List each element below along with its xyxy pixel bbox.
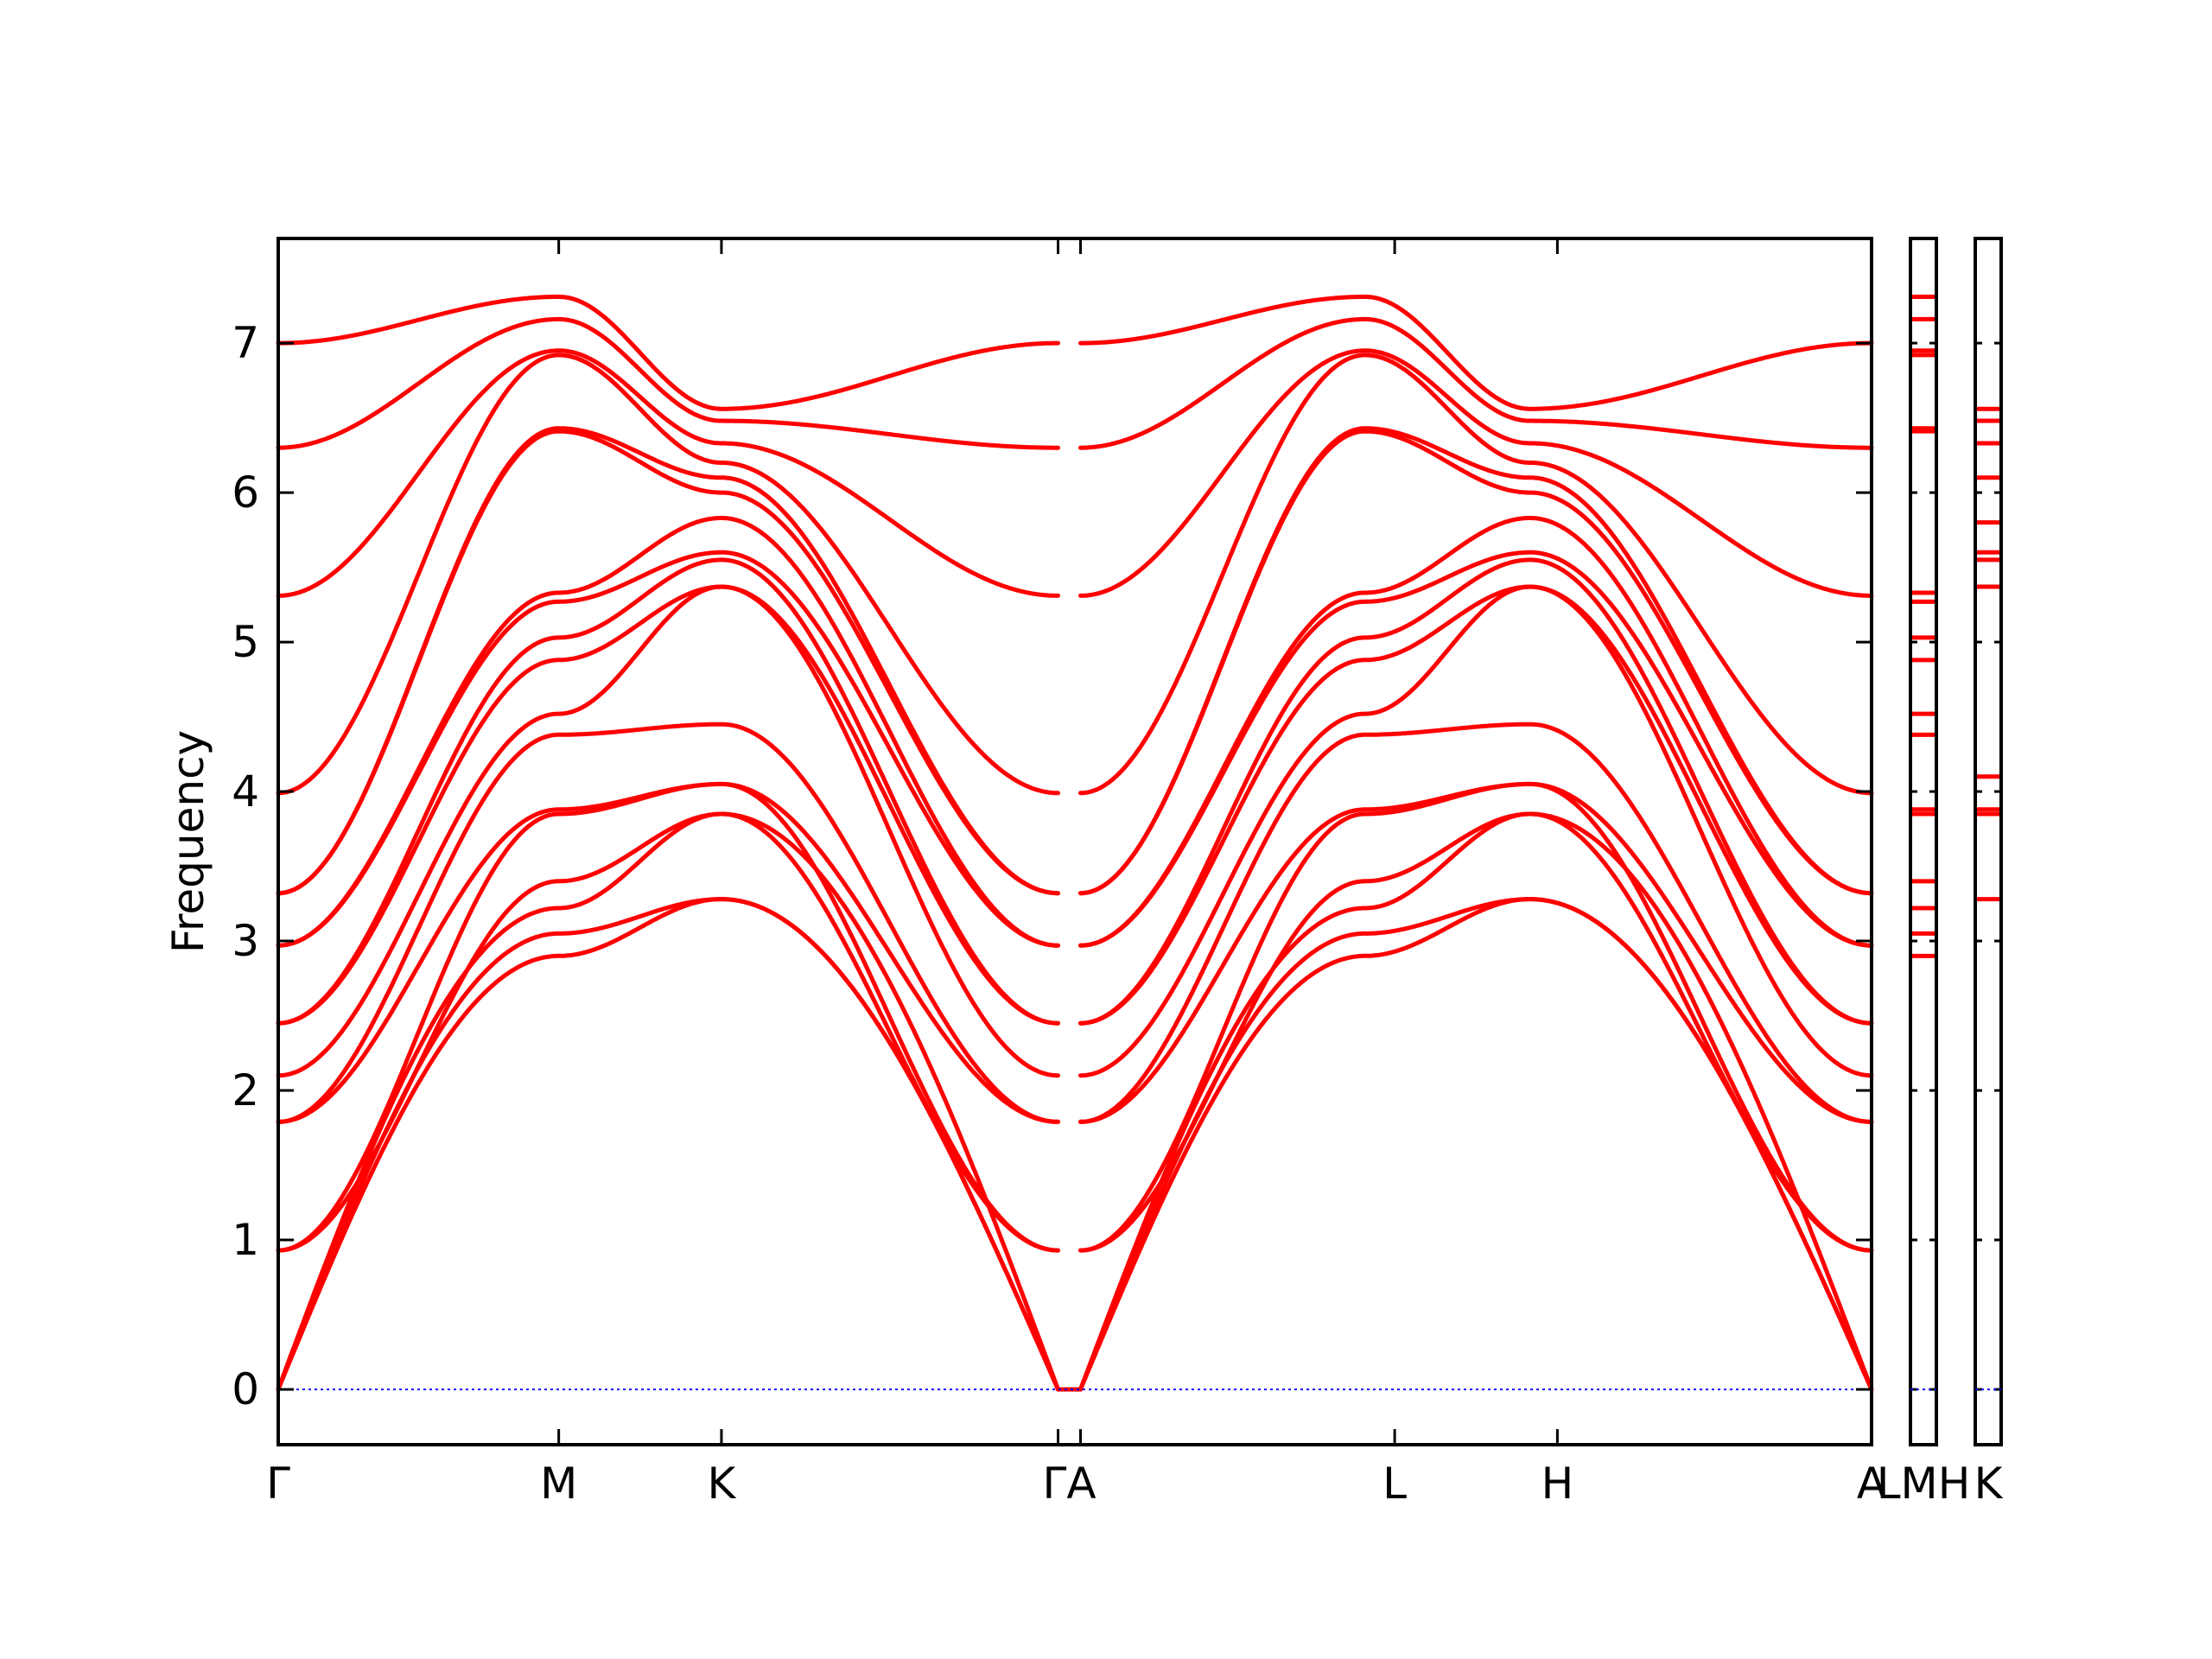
dos-panel-2-frame — [1974, 237, 2003, 1446]
band-13-segment-2 — [1078, 429, 1874, 896]
dos-panels-layer — [1910, 294, 2001, 1390]
x-tick-label-4: ΓA — [1042, 1459, 1096, 1509]
band-17-segment-2 — [1078, 316, 1874, 450]
x-tick-label-5: L — [1382, 1459, 1407, 1509]
band-10-segment-1 — [276, 557, 1060, 1026]
band-16-segment-1 — [276, 348, 1060, 598]
band-17-segment-1 — [276, 316, 1060, 450]
band-15-segment-2 — [1078, 353, 1874, 796]
dos-panel-1-label: LMH — [1877, 1459, 1971, 1509]
band-13-segment-1 — [276, 429, 1060, 896]
band-15-segment-1 — [276, 353, 1060, 796]
band-14-segment-2 — [1078, 426, 1874, 896]
band-18-segment-2 — [1078, 295, 1874, 411]
y-axis-label-group: Frequency — [163, 730, 213, 953]
band-12-segment-2 — [1078, 516, 1874, 948]
y-tick-label-2: 2 — [232, 1065, 259, 1116]
band-12-segment-1 — [276, 516, 1060, 948]
y-tick-label-5: 5 — [232, 617, 259, 667]
band-3-segment-1 — [276, 811, 1060, 1392]
x-tick-label-6: H — [1541, 1459, 1574, 1509]
band-4-segment-1 — [276, 811, 1060, 1253]
band-9-segment-2 — [1078, 584, 1874, 1026]
dos-panel-2-label: K — [1974, 1459, 2004, 1509]
main-plot-frame — [276, 237, 1873, 1446]
band-7-segment-1 — [276, 721, 1060, 1124]
band-8-segment-2 — [1078, 584, 1874, 1078]
band-10-segment-2 — [1078, 557, 1874, 1026]
band-1-segment-1 — [276, 897, 1060, 1392]
x-tick-label-7: A — [1857, 1459, 1886, 1509]
band-2-segment-1 — [276, 897, 1060, 1392]
band-3-segment-2 — [1078, 811, 1874, 1392]
frames-layer — [276, 237, 2003, 1446]
band-18-segment-1 — [276, 295, 1060, 411]
y-tick-label-1: 1 — [232, 1215, 259, 1265]
band-2-segment-2 — [1078, 897, 1874, 1392]
band-8-segment-1 — [276, 584, 1060, 1078]
band-1-segment-2 — [1078, 897, 1874, 1392]
bands-layer — [276, 295, 1874, 1392]
y-tick-label-6: 6 — [232, 467, 259, 518]
x-tick-label-3: K — [708, 1459, 737, 1509]
y-tick-label-4: 4 — [232, 766, 259, 817]
band-14-segment-1 — [276, 426, 1060, 896]
band-7-segment-2 — [1078, 721, 1874, 1124]
band-6-segment-2 — [1078, 781, 1874, 1124]
band-6-segment-1 — [276, 781, 1060, 1124]
band-9-segment-1 — [276, 584, 1060, 1026]
y-tick-label-3: 3 — [232, 916, 259, 966]
dos-panel-1-frame — [1909, 237, 1938, 1446]
y-tick-label-7: 7 — [232, 318, 259, 368]
band-16-segment-2 — [1078, 348, 1874, 598]
x-tick-label-1: Γ — [266, 1459, 290, 1509]
band-4-segment-2 — [1078, 811, 1874, 1253]
x-tick-label-2: M — [540, 1459, 577, 1509]
y-axis-label: Frequency — [163, 730, 213, 953]
y-tick-label-0: 0 — [232, 1364, 259, 1414]
